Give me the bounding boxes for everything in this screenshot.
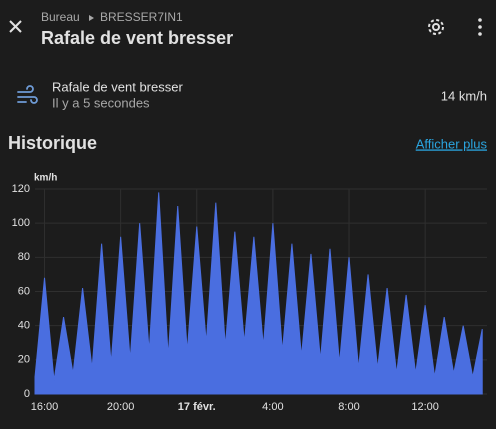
x-tick-label: 16:00 [31,401,59,413]
x-tick-label: 8:00 [338,401,359,413]
settings-button[interactable] [428,19,444,35]
y-tick-label: 100 [12,217,30,229]
section-title: Historique [8,133,97,153]
x-tick-label: 17 févr. [178,401,216,413]
close-button[interactable] [9,20,22,33]
x-tick-label: 20:00 [107,401,135,413]
wind-icon [17,85,38,104]
y-tick-label: 0 [24,388,30,400]
y-axis-label: km/h [34,173,57,184]
breadcrumb-device: BRESSER7IN1 [100,10,183,24]
breadcrumb-separator [89,15,94,21]
entity-row[interactable]: Rafale de vent bresser Il y a 5 secondes… [17,79,487,110]
x-tick-label: 4:00 [262,401,283,413]
y-tick-label: 20 [18,354,30,366]
y-tick-label: 80 [18,251,30,263]
y-tick-label: 40 [18,320,30,332]
entity-name: Rafale de vent bresser [52,79,183,94]
area [34,192,483,395]
entity-state: 14 km/h [441,88,487,103]
y-tick-label: 120 [12,183,30,195]
x-tick-label: 12:00 [411,401,439,413]
breadcrumb-area: Bureau [41,10,80,24]
show-more-link[interactable]: Afficher plus [416,136,488,151]
dialog-title: Rafale de vent bresser [41,28,233,48]
entity-last-changed: Il y a 5 secondes [52,95,150,110]
menu-button[interactable] [478,18,482,36]
y-tick-label: 60 [18,285,30,297]
